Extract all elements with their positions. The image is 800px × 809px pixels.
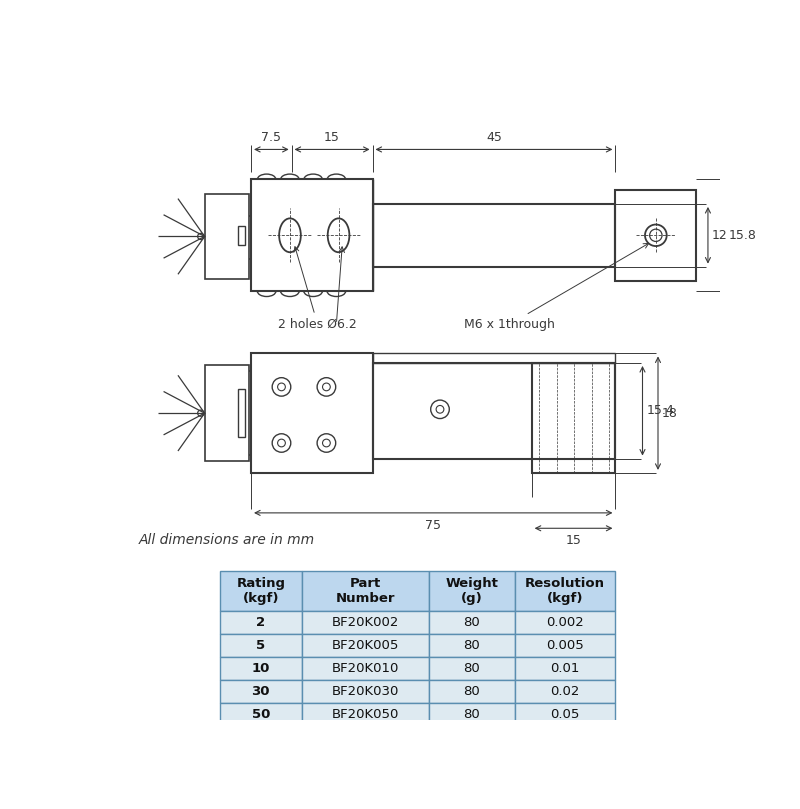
Text: Part
Number: Part Number (336, 577, 395, 604)
Bar (430, 633, 514, 657)
Bar (302, 657, 430, 680)
Text: 0.05: 0.05 (550, 708, 580, 721)
Bar (373, 363, 615, 459)
Text: 0.002: 0.002 (546, 616, 584, 629)
Text: 15: 15 (566, 534, 582, 547)
Bar (532, 363, 615, 472)
Text: 15.4: 15.4 (646, 404, 674, 417)
Text: 2: 2 (256, 616, 266, 629)
Text: 80: 80 (464, 685, 480, 698)
Text: Weight
(g): Weight (g) (446, 577, 498, 604)
Text: 0.02: 0.02 (550, 685, 580, 698)
Text: 75: 75 (426, 519, 442, 532)
Text: 80: 80 (464, 639, 480, 652)
Bar (615, 189, 696, 281)
Text: 18: 18 (662, 407, 678, 420)
Bar (220, 570, 302, 611)
Bar (430, 611, 514, 633)
Bar (220, 703, 302, 726)
Text: 5: 5 (256, 639, 266, 652)
Text: 12: 12 (712, 229, 727, 242)
Bar (514, 680, 615, 703)
Bar (302, 633, 430, 657)
Text: BF20K002: BF20K002 (332, 616, 399, 629)
Bar (302, 703, 430, 726)
Bar (514, 703, 615, 726)
Bar (251, 354, 373, 472)
Bar (514, 611, 615, 633)
Bar (251, 180, 373, 291)
Text: BF20K010: BF20K010 (332, 662, 399, 675)
Bar (205, 366, 249, 461)
Bar (430, 703, 514, 726)
Bar (238, 227, 245, 245)
Bar (373, 354, 615, 363)
Bar (514, 657, 615, 680)
Text: 10: 10 (252, 662, 270, 675)
Bar (220, 633, 302, 657)
Text: BF20K030: BF20K030 (332, 685, 399, 698)
Text: 80: 80 (464, 616, 480, 629)
Text: 45: 45 (486, 131, 502, 144)
Bar (302, 611, 430, 633)
Text: 0.01: 0.01 (550, 662, 580, 675)
Text: All dimensions are in mm: All dimensions are in mm (138, 533, 315, 547)
Text: 50: 50 (252, 708, 270, 721)
Bar (302, 570, 430, 611)
Text: Rating
(kgf): Rating (kgf) (236, 577, 286, 604)
Text: BF20K005: BF20K005 (332, 639, 399, 652)
Text: 0.005: 0.005 (546, 639, 584, 652)
Text: M6 x 1through: M6 x 1through (464, 244, 649, 331)
Bar (220, 611, 302, 633)
Bar (220, 657, 302, 680)
Text: 80: 80 (464, 662, 480, 675)
Text: 15: 15 (324, 131, 340, 144)
Bar (514, 633, 615, 657)
Bar (238, 389, 245, 437)
Bar (430, 680, 514, 703)
Text: Resolution
(kgf): Resolution (kgf) (525, 577, 605, 604)
Text: 7.5: 7.5 (262, 131, 282, 144)
Bar (302, 680, 430, 703)
Text: 30: 30 (251, 685, 270, 698)
Bar (430, 570, 514, 611)
Bar (220, 680, 302, 703)
Bar (373, 204, 615, 266)
Text: BF20K050: BF20K050 (332, 708, 399, 721)
Text: 80: 80 (464, 708, 480, 721)
Text: 15.8: 15.8 (729, 229, 757, 242)
Bar (205, 194, 249, 279)
Text: 2 holes Ø6.2: 2 holes Ø6.2 (278, 247, 357, 331)
Bar (430, 657, 514, 680)
Bar (514, 570, 615, 611)
